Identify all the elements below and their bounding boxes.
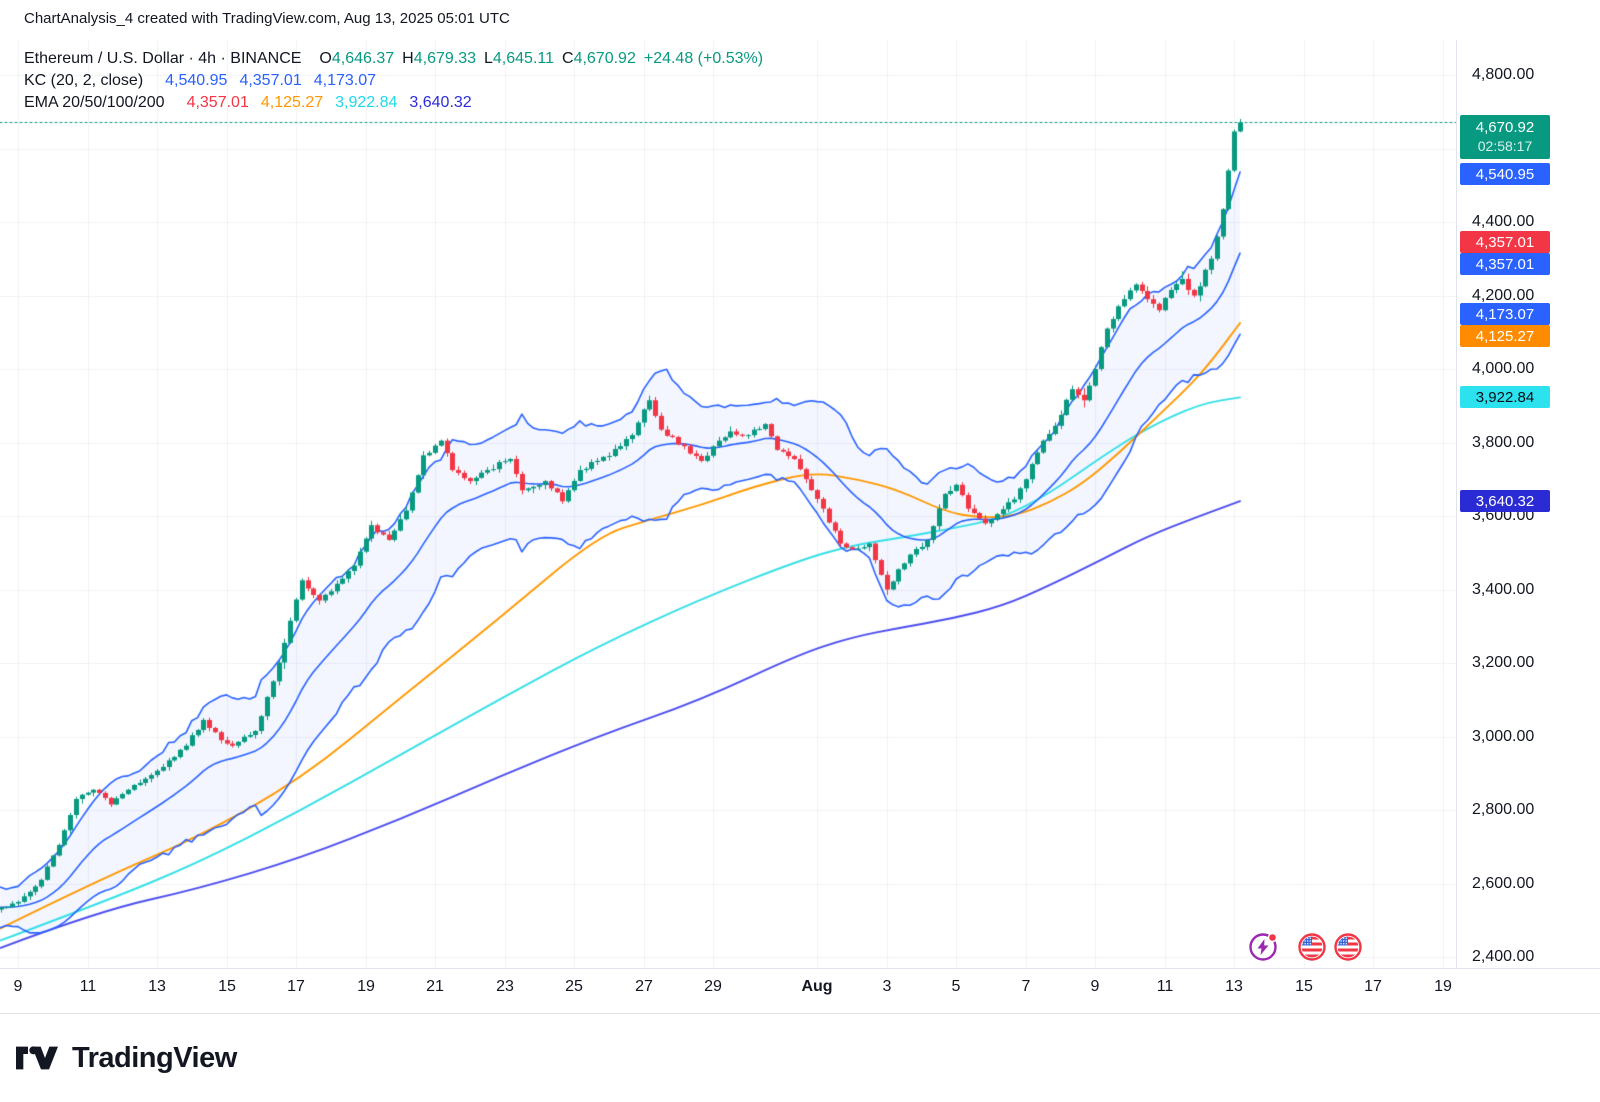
badge-price-text: 3,640.32 — [1475, 492, 1535, 510]
y-axis-label: 4,400.00 — [1472, 213, 1535, 230]
x-axis-label: 19 — [1434, 978, 1452, 995]
ohlc-label: C — [562, 50, 574, 67]
kc-value: 4,540.95 — [165, 72, 228, 89]
price-chart-canvas[interactable] — [0, 40, 1456, 968]
x-axis-label: 19 — [357, 978, 375, 995]
x-axis-label: 17 — [1364, 978, 1382, 995]
symbol-legend-row[interactable]: Ethereum / U.S. Dollar · 4h · BINANCE O4,… — [24, 48, 763, 70]
badge-price-text: 4,670.92 — [1475, 119, 1535, 136]
y-axis-label: 4,800.00 — [1472, 66, 1535, 83]
badge-price-text: 4,125.27 — [1475, 327, 1535, 345]
ema-value: 4,357.01 — [186, 94, 249, 111]
x-axis-label: 23 — [496, 978, 514, 995]
kc-upper-badge: 4,540.95 — [1460, 163, 1550, 185]
x-axis-label: 15 — [1295, 978, 1313, 995]
countdown-timer: 02:58:17 — [1477, 138, 1533, 154]
y-axis-label: 3,000.00 — [1472, 727, 1535, 745]
current-price-badge: 4,670.92 02:58:17 — [1460, 115, 1550, 159]
ema-value: 3,922.84 — [335, 94, 398, 111]
plot-area: Ethereum / U.S. Dollar · 4h · BINANCE O4,… — [0, 40, 1456, 968]
price-change: +24.48 (+0.53%) — [643, 50, 764, 67]
ema-legend-row[interactable]: EMA 20/50/100/200 4,357.01 4,125.27 3,922.8… — [24, 92, 763, 114]
ema200-badge: 3,640.32 — [1460, 490, 1550, 512]
x-axis-label: 3 — [882, 978, 892, 995]
x-axis-label: 11 — [79, 978, 97, 995]
kc-value: 4,173.07 — [313, 72, 376, 89]
badge-price-text: 4,173.07 — [1475, 305, 1535, 323]
x-axis-label: 17 — [287, 978, 305, 995]
kc-indicator-label: KC (20, 2, close) — [24, 72, 144, 89]
x-axis-label: 15 — [218, 978, 236, 995]
price-axis[interactable]: 4,800.004,600.004,400.004,200.004,000.00… — [1456, 40, 1600, 1012]
x-axis-label: 13 — [1225, 978, 1243, 995]
lightning-event-icon[interactable] — [1247, 931, 1279, 963]
kc-basis-badge: 4,357.01 — [1460, 253, 1550, 275]
y-axis-label: 2,800.00 — [1472, 801, 1535, 818]
ohlc-values: O4,646.37 H4,679.33 L4,645.11 C4,670.92 — [311, 50, 635, 67]
ema20-badge: 4,357.01 — [1460, 231, 1550, 253]
ohlc-label: O — [319, 50, 332, 67]
ema-indicator-label: EMA 20/50/100/200 — [24, 94, 165, 111]
y-axis-label: 3,800.00 — [1472, 433, 1535, 451]
y-axis-label: 4,200.00 — [1472, 286, 1535, 304]
ohlc-label: L — [484, 50, 493, 67]
x-axis-label: 9 — [13, 978, 23, 995]
y-axis-label: 3,400.00 — [1472, 580, 1535, 598]
kc-value: 4,357.01 — [239, 72, 302, 89]
ohlc-value: 4,679.33 — [413, 50, 476, 67]
tradingview-logo[interactable]: TradingView — [16, 1036, 237, 1080]
x-axis-label: 25 — [565, 978, 583, 995]
x-axis-label: 27 — [635, 978, 653, 995]
x-axis-label: 9 — [1090, 978, 1100, 995]
badge-price-text: 4,540.95 — [1475, 165, 1535, 183]
us-flag-event-icon[interactable] — [1296, 931, 1328, 963]
badge-price-text: 3,922.84 — [1475, 388, 1535, 406]
x-axis-label: 29 — [704, 978, 722, 995]
x-axis-label: 5 — [951, 978, 961, 995]
symbol-title: Ethereum / U.S. Dollar · 4h · BINANCE — [24, 50, 302, 67]
y-axis-label: 4,000.00 — [1472, 360, 1535, 377]
x-axis-label: Aug — [801, 978, 833, 995]
x-axis-label: 13 — [148, 978, 166, 995]
ohlc-value: 4,645.11 — [492, 50, 554, 67]
badge-price-text: 4,357.01 — [1475, 233, 1535, 251]
y-axis-label: 2,400.00 — [1472, 948, 1535, 965]
ema100-badge: 3,922.84 — [1460, 386, 1550, 408]
chart-attribution: ChartAnalysis_4 created with TradingView… — [24, 10, 510, 27]
kc-values: 4,540.95 4,357.01 4,173.07 — [153, 72, 376, 89]
ohlc-label: H — [402, 50, 414, 67]
kc-lower-badge: 4,173.07 — [1460, 303, 1550, 325]
ema-values: 4,357.01 4,125.27 3,922.84 3,640.32 — [175, 94, 472, 111]
badge-price-text: 4,357.01 — [1475, 255, 1535, 273]
ohlc-value: 4,646.37 — [331, 50, 395, 67]
ema-value: 4,125.27 — [260, 94, 324, 111]
us-flag-event-icon[interactable] — [1332, 931, 1364, 963]
y-axis-label: 3,200.00 — [1472, 654, 1535, 671]
y-axis-label: 2,600.00 — [1472, 874, 1535, 892]
chart-legend: Ethereum / U.S. Dollar · 4h · BINANCE O4,… — [24, 48, 763, 114]
x-axis-label: 21 — [426, 978, 444, 995]
tradingview-logo-icon — [16, 1046, 58, 1070]
kc-legend-row[interactable]: KC (20, 2, close) 4,540.95 4,357.01 4,173.0… — [24, 70, 763, 92]
x-axis-label: 7 — [1021, 978, 1031, 995]
time-axis[interactable]: 9 11 13 15 17 19 21 23 25 27 29 Aug 3 5 7 9 11 13 15 17 19 — [0, 968, 1600, 1014]
ema-value: 3,640.32 — [409, 94, 472, 111]
tradingview-wordmark: TradingView — [72, 1041, 237, 1074]
ohlc-value: 4,670.92 — [573, 50, 636, 67]
ema50-badge: 4,125.27 — [1460, 325, 1550, 347]
x-axis-label: 11 — [1156, 978, 1174, 995]
